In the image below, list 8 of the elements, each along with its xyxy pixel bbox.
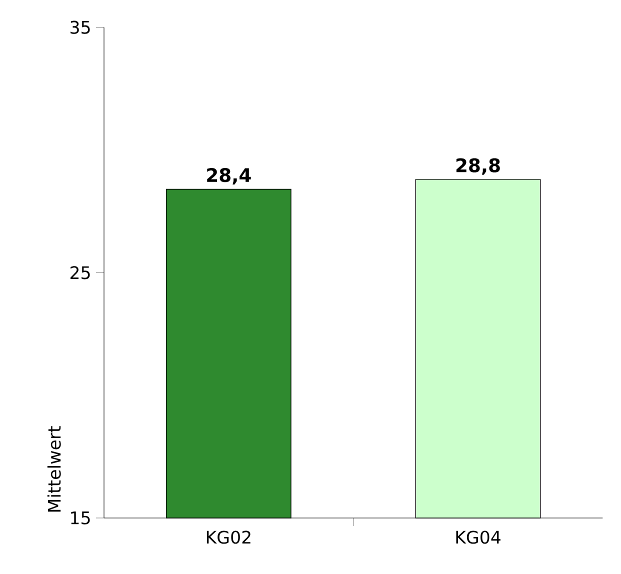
x-tick-label: KG04: [456, 530, 500, 544]
data-label: 28,4: [207, 168, 251, 185]
data-label: 28,8: [456, 158, 500, 175]
y-tick-label: 15: [71, 512, 90, 524]
y-tick-label: 25: [70, 266, 90, 280]
x-tick-label: KG02: [206, 530, 250, 544]
y-axis-title: Mittelwert: [47, 426, 61, 512]
y-tick-label: 35: [70, 20, 90, 34]
